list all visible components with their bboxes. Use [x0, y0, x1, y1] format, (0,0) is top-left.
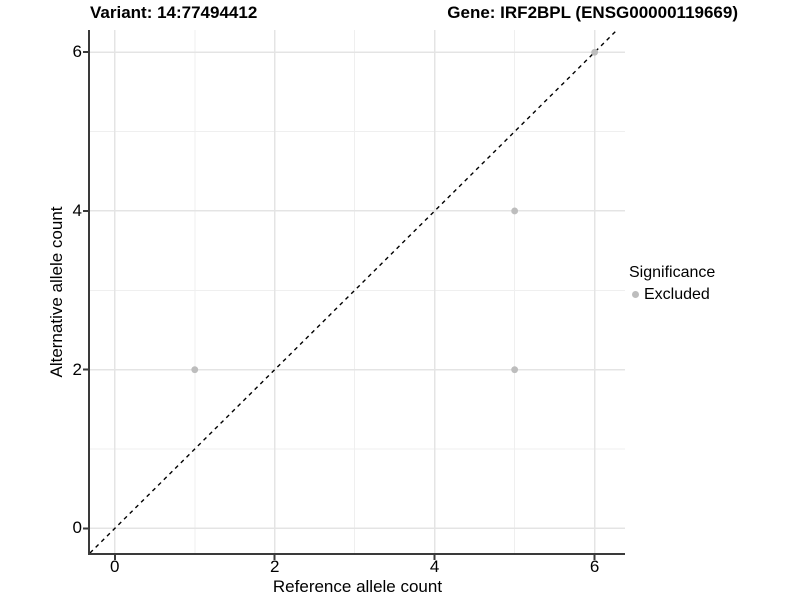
plot-title-row: Variant: 14:77494412 Gene: IRF2BPL (ENSG…	[90, 3, 738, 23]
y-tick-label: 4	[72, 200, 82, 220]
identity-line	[89, 29, 618, 554]
legend-entry-label: Excluded	[644, 286, 710, 303]
y-tick-label: 6	[72, 42, 82, 62]
y-tick-label: 2	[72, 359, 82, 379]
plot-title-gene: Gene: IRF2BPL (ENSG00000119669)	[447, 3, 738, 22]
x-axis-title: Reference allele count	[272, 577, 443, 596]
data-point	[511, 366, 519, 374]
x-tick-label: 2	[269, 557, 280, 576]
legend-entries: Excluded	[629, 285, 715, 304]
data-point	[511, 207, 519, 215]
x-tick-label: 6	[589, 557, 600, 576]
x-tick-label: 0	[110, 557, 120, 576]
data-point	[191, 366, 199, 374]
legend-entry: Excluded	[629, 285, 715, 304]
x-tick-label: 4	[429, 557, 440, 576]
legend-key-dot-icon	[632, 291, 639, 298]
legend-title: Significance	[629, 264, 716, 281]
y-axis-title: Alternative allele count	[47, 206, 66, 378]
plot-title-variant: Variant: 14:77494412	[90, 3, 258, 22]
y-tick-label: 0	[72, 518, 82, 538]
legend: Significance Excluded	[629, 263, 715, 304]
data-point	[591, 48, 599, 56]
